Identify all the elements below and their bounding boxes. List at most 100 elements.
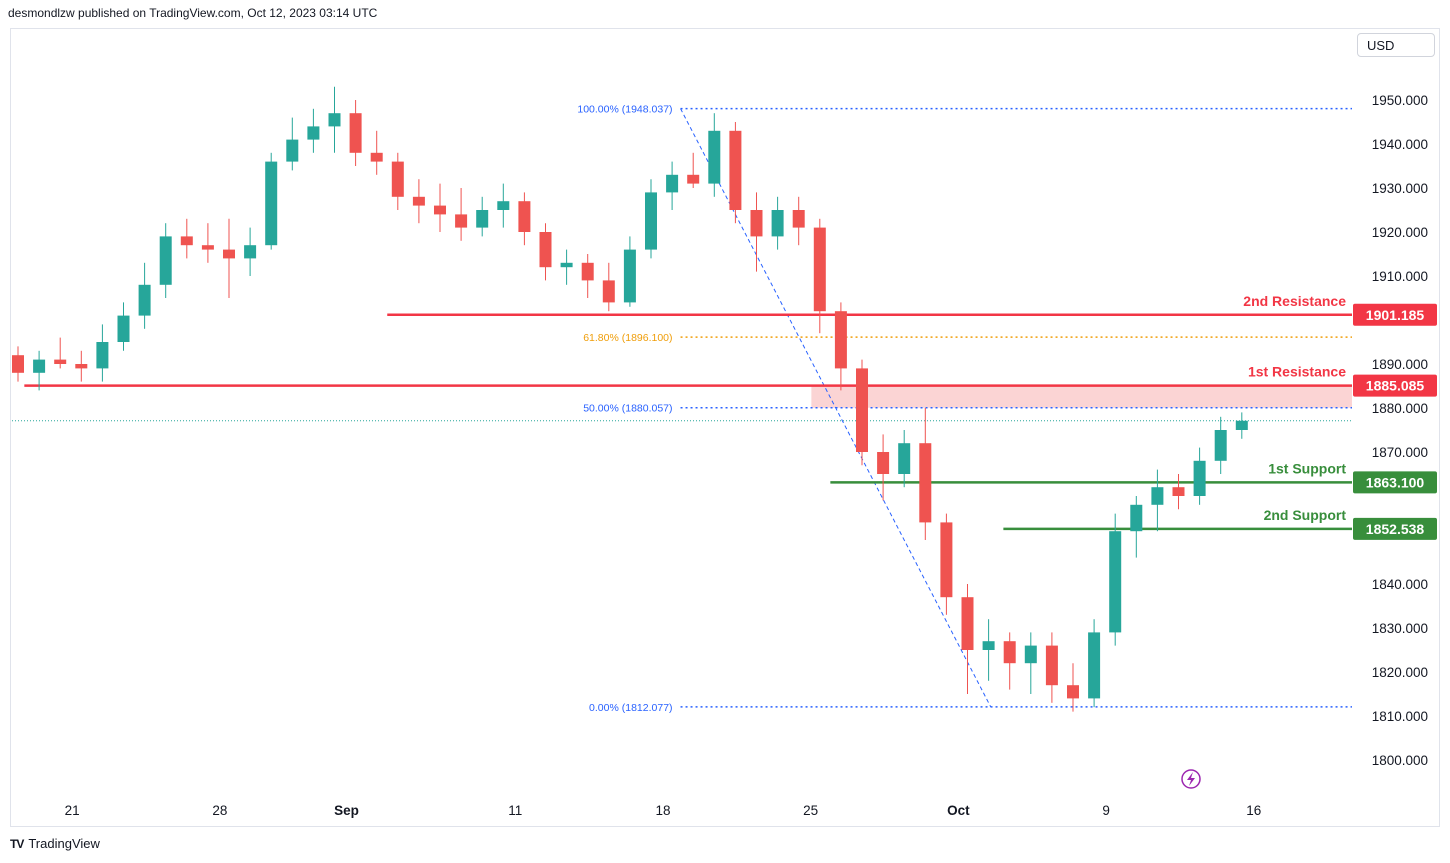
price-axis-label: 1910.000 — [1372, 269, 1428, 284]
fib-level-label: 61.80% (1896.100) — [583, 332, 672, 344]
candle — [434, 183, 446, 232]
candle — [54, 337, 67, 369]
price-axis-label: 1840.000 — [1372, 577, 1428, 592]
candle — [138, 262, 151, 329]
price-axis-label: 1920.000 — [1372, 225, 1428, 240]
candle-body — [244, 245, 257, 259]
candle-body — [940, 522, 953, 598]
candle-body — [223, 249, 235, 259]
candle — [1088, 619, 1101, 708]
candle — [1067, 663, 1079, 712]
candle-body — [729, 130, 742, 210]
time-axis-label: 28 — [212, 803, 227, 818]
candle — [1130, 496, 1143, 558]
candle — [1172, 474, 1185, 510]
candle — [12, 346, 24, 382]
candle-body — [1193, 460, 1206, 496]
candle-body — [919, 443, 932, 523]
candle-body — [117, 315, 130, 342]
candle-body — [476, 210, 489, 228]
publisher-caption: desmondlzw published on TradingView.com,… — [8, 6, 378, 20]
candle — [898, 430, 911, 488]
tradingview-logo-icon: TV — [10, 836, 24, 851]
candle — [1024, 632, 1037, 694]
candle-body — [982, 641, 995, 650]
candle-body — [813, 227, 826, 312]
candle-body — [792, 210, 805, 228]
candle — [476, 196, 489, 237]
candle — [602, 262, 615, 312]
lightning-icon-ring — [1181, 769, 1201, 789]
candle-body — [856, 368, 868, 452]
resistance-level-name: 2nd Resistance — [1243, 293, 1346, 309]
candle-body — [1088, 632, 1101, 699]
candle — [1193, 447, 1206, 505]
candle-body — [159, 236, 172, 285]
level-price-value: 1852.538 — [1366, 521, 1425, 537]
candle-body — [75, 364, 88, 369]
candle — [856, 359, 868, 466]
candle — [961, 584, 974, 694]
candle — [982, 619, 995, 681]
candle — [286, 117, 299, 171]
candle-body — [138, 284, 151, 316]
candle — [940, 513, 953, 615]
candle-body — [391, 161, 404, 197]
time-axis-label: 9 — [1102, 803, 1110, 818]
candle — [666, 161, 679, 210]
price-axis-label: 1880.000 — [1372, 401, 1428, 416]
lightning-icon-bolt — [1187, 772, 1195, 786]
candle — [623, 236, 636, 307]
candle-body — [1130, 504, 1143, 532]
candle-body — [560, 262, 573, 268]
candle — [1045, 632, 1058, 703]
candle — [750, 192, 763, 272]
candle-body — [54, 359, 67, 364]
candle-body — [96, 342, 109, 369]
fib-level-label: 0.00% (1812.077) — [589, 702, 672, 714]
candle — [455, 188, 468, 241]
candle-body — [434, 205, 446, 215]
candle — [1003, 632, 1016, 690]
candle-body — [539, 232, 552, 268]
fib-level-label: 100.00% (1948.037) — [577, 104, 672, 116]
candle — [159, 223, 172, 298]
candle-body — [602, 280, 615, 303]
candle — [265, 152, 278, 250]
candle-body — [33, 359, 46, 373]
price-axis-label: 1830.000 — [1372, 621, 1428, 636]
candle-body — [1045, 645, 1058, 686]
candle — [201, 223, 214, 263]
candle-body — [1172, 487, 1185, 496]
candle — [687, 152, 700, 188]
candle-body — [201, 245, 214, 250]
candle — [223, 218, 235, 298]
candle — [370, 130, 383, 175]
resistance-level-name: 1st Resistance — [1248, 364, 1346, 380]
candle-body — [180, 236, 193, 246]
candle-body — [877, 452, 890, 474]
candle — [539, 223, 552, 281]
candle-body — [412, 196, 425, 206]
price-axis-label: 1800.000 — [1372, 753, 1428, 768]
candle-body — [265, 161, 278, 246]
candle — [729, 122, 742, 224]
candle — [497, 183, 510, 228]
price-axis-label: 1930.000 — [1372, 181, 1428, 196]
candle — [1109, 513, 1122, 646]
candle — [349, 100, 362, 166]
candle — [1214, 416, 1227, 474]
time-axis-label: 21 — [65, 803, 80, 818]
candle-body — [1024, 645, 1037, 664]
candle — [391, 152, 404, 210]
currency-selector[interactable]: USD — [1357, 33, 1435, 57]
candle — [708, 113, 721, 197]
candle-body — [1109, 531, 1122, 633]
resistance-zone — [811, 385, 1352, 408]
support-level-name: 1st Support — [1268, 460, 1346, 476]
candle — [33, 350, 46, 391]
candle — [560, 249, 573, 285]
time-axis-label: 18 — [655, 803, 670, 818]
level-price-tag — [1353, 471, 1437, 494]
